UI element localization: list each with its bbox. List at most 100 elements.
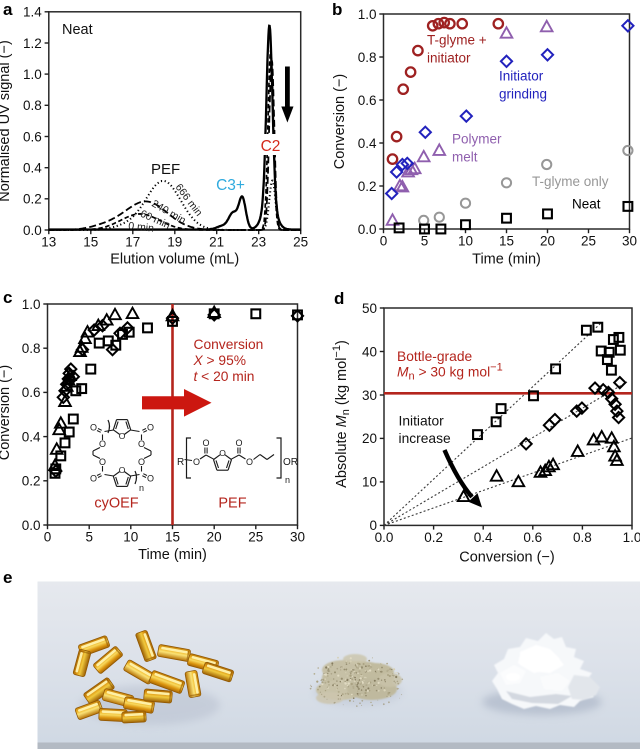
svg-text:b: b	[332, 0, 342, 19]
svg-text:0: 0	[369, 518, 377, 533]
svg-text:5: 5	[421, 234, 429, 249]
svg-text:30: 30	[290, 530, 305, 545]
svg-text:Conversion (−): Conversion (−)	[332, 74, 348, 170]
svg-text:0.2: 0.2	[424, 530, 443, 545]
svg-text:17: 17	[125, 235, 140, 250]
svg-text:13: 13	[41, 235, 56, 250]
svg-text:Neat: Neat	[62, 22, 93, 38]
svg-text:t < 20 min: t < 20 min	[194, 369, 255, 384]
svg-text:O: O	[235, 438, 242, 448]
svg-text:O: O	[90, 474, 97, 484]
svg-text:25: 25	[248, 530, 263, 545]
svg-text:1.0: 1.0	[358, 7, 377, 22]
svg-text:0: 0	[380, 234, 388, 249]
svg-text:Conversion (−): Conversion (−)	[0, 365, 13, 461]
svg-text:10: 10	[123, 530, 138, 545]
svg-text:0.0: 0.0	[375, 530, 394, 545]
svg-text:R: R	[177, 457, 184, 468]
svg-text:1.2: 1.2	[23, 36, 42, 51]
svg-text:0 min: 0 min	[128, 220, 155, 235]
svg-text:O: O	[219, 448, 226, 458]
svg-text:1.0: 1.0	[23, 67, 42, 82]
svg-text:n: n	[285, 475, 290, 485]
svg-text:15: 15	[83, 235, 98, 250]
svg-text:O: O	[138, 457, 145, 467]
svg-text:Initiator: Initiator	[399, 414, 445, 429]
svg-text:20: 20	[207, 530, 222, 545]
svg-text:PEF: PEF	[151, 161, 180, 178]
svg-text:O: O	[99, 439, 106, 449]
svg-text:15: 15	[499, 234, 514, 249]
svg-text:15: 15	[165, 530, 180, 545]
svg-text:0.2: 0.2	[358, 179, 377, 194]
svg-text:5: 5	[85, 530, 93, 545]
svg-text:0.8: 0.8	[358, 50, 377, 65]
svg-text:20: 20	[540, 234, 555, 249]
svg-text:T-glyme only: T-glyme only	[532, 174, 609, 189]
svg-text:1.0: 1.0	[22, 297, 41, 312]
svg-text:initiator: initiator	[427, 51, 471, 66]
svg-text:0.0: 0.0	[23, 223, 42, 238]
svg-text:0.2: 0.2	[23, 192, 42, 207]
svg-text:O: O	[119, 465, 126, 475]
svg-text:30: 30	[622, 234, 637, 249]
svg-text:10: 10	[458, 234, 473, 249]
svg-text:Initiator: Initiator	[499, 69, 544, 84]
svg-text:21: 21	[209, 235, 224, 250]
svg-text:0.6: 0.6	[23, 129, 42, 144]
svg-text:Neat: Neat	[572, 197, 601, 212]
svg-text:0.8: 0.8	[573, 530, 592, 545]
svg-text:10: 10	[362, 475, 377, 490]
svg-text:0.0: 0.0	[358, 222, 377, 237]
svg-text:cyOEF: cyOEF	[94, 496, 138, 512]
svg-text:23: 23	[251, 235, 266, 250]
svg-text:Elution volume (mL): Elution volume (mL)	[110, 252, 239, 268]
svg-text:0.4: 0.4	[23, 161, 42, 176]
svg-text:increase: increase	[399, 431, 451, 446]
svg-text:25: 25	[293, 235, 308, 250]
svg-text:Absolute Mn (kg mol−1): Absolute Mn (kg mol−1)	[331, 340, 352, 488]
svg-text:Time (min): Time (min)	[472, 252, 541, 268]
svg-text:OR: OR	[283, 457, 298, 468]
svg-text:O: O	[246, 457, 253, 467]
svg-text:grinding: grinding	[499, 87, 547, 102]
svg-text:20: 20	[362, 431, 377, 446]
svg-text:O: O	[99, 457, 106, 467]
svg-text:O: O	[119, 431, 126, 441]
svg-text:0.4: 0.4	[474, 530, 493, 545]
svg-text:0.0: 0.0	[22, 518, 41, 533]
svg-text:Polymer: Polymer	[452, 132, 502, 147]
svg-text:0.8: 0.8	[23, 98, 42, 113]
svg-text:0.6: 0.6	[358, 93, 377, 108]
svg-text:0.4: 0.4	[358, 136, 377, 151]
svg-text:30: 30	[362, 388, 377, 403]
svg-text:melt: melt	[452, 150, 478, 165]
svg-text:Conversion (−): Conversion (−)	[459, 550, 555, 566]
svg-text:0.6: 0.6	[523, 530, 542, 545]
svg-text:C2: C2	[261, 138, 281, 155]
svg-text:O: O	[147, 423, 154, 433]
svg-text:O: O	[138, 439, 145, 449]
svg-text:X > 95%: X > 95%	[193, 353, 247, 368]
svg-text:19: 19	[167, 235, 182, 250]
svg-text:Normalised UV signal (−): Normalised UV signal (−)	[0, 40, 13, 202]
svg-text:Time (min): Time (min)	[138, 547, 207, 563]
svg-text:0: 0	[44, 530, 52, 545]
svg-text:Bottle-grade: Bottle-grade	[397, 349, 472, 364]
svg-text:0.8: 0.8	[22, 341, 41, 356]
svg-text:Mn > 30 kg mol−1: Mn > 30 kg mol−1	[397, 362, 503, 383]
svg-text:a: a	[3, 0, 13, 19]
svg-text:PEF: PEF	[218, 496, 246, 512]
svg-text:c: c	[3, 288, 12, 307]
svg-text:O: O	[90, 423, 97, 433]
svg-text:d: d	[334, 289, 344, 308]
svg-text:1.0: 1.0	[623, 530, 640, 545]
svg-text:1.4: 1.4	[23, 5, 42, 20]
svg-text:50: 50	[362, 301, 377, 316]
svg-text:0.2: 0.2	[22, 474, 41, 489]
svg-text:O: O	[202, 438, 209, 448]
svg-text:n: n	[139, 483, 144, 493]
svg-text:40: 40	[362, 344, 377, 359]
svg-text:0.6: 0.6	[22, 385, 41, 400]
svg-text:25: 25	[581, 234, 596, 249]
